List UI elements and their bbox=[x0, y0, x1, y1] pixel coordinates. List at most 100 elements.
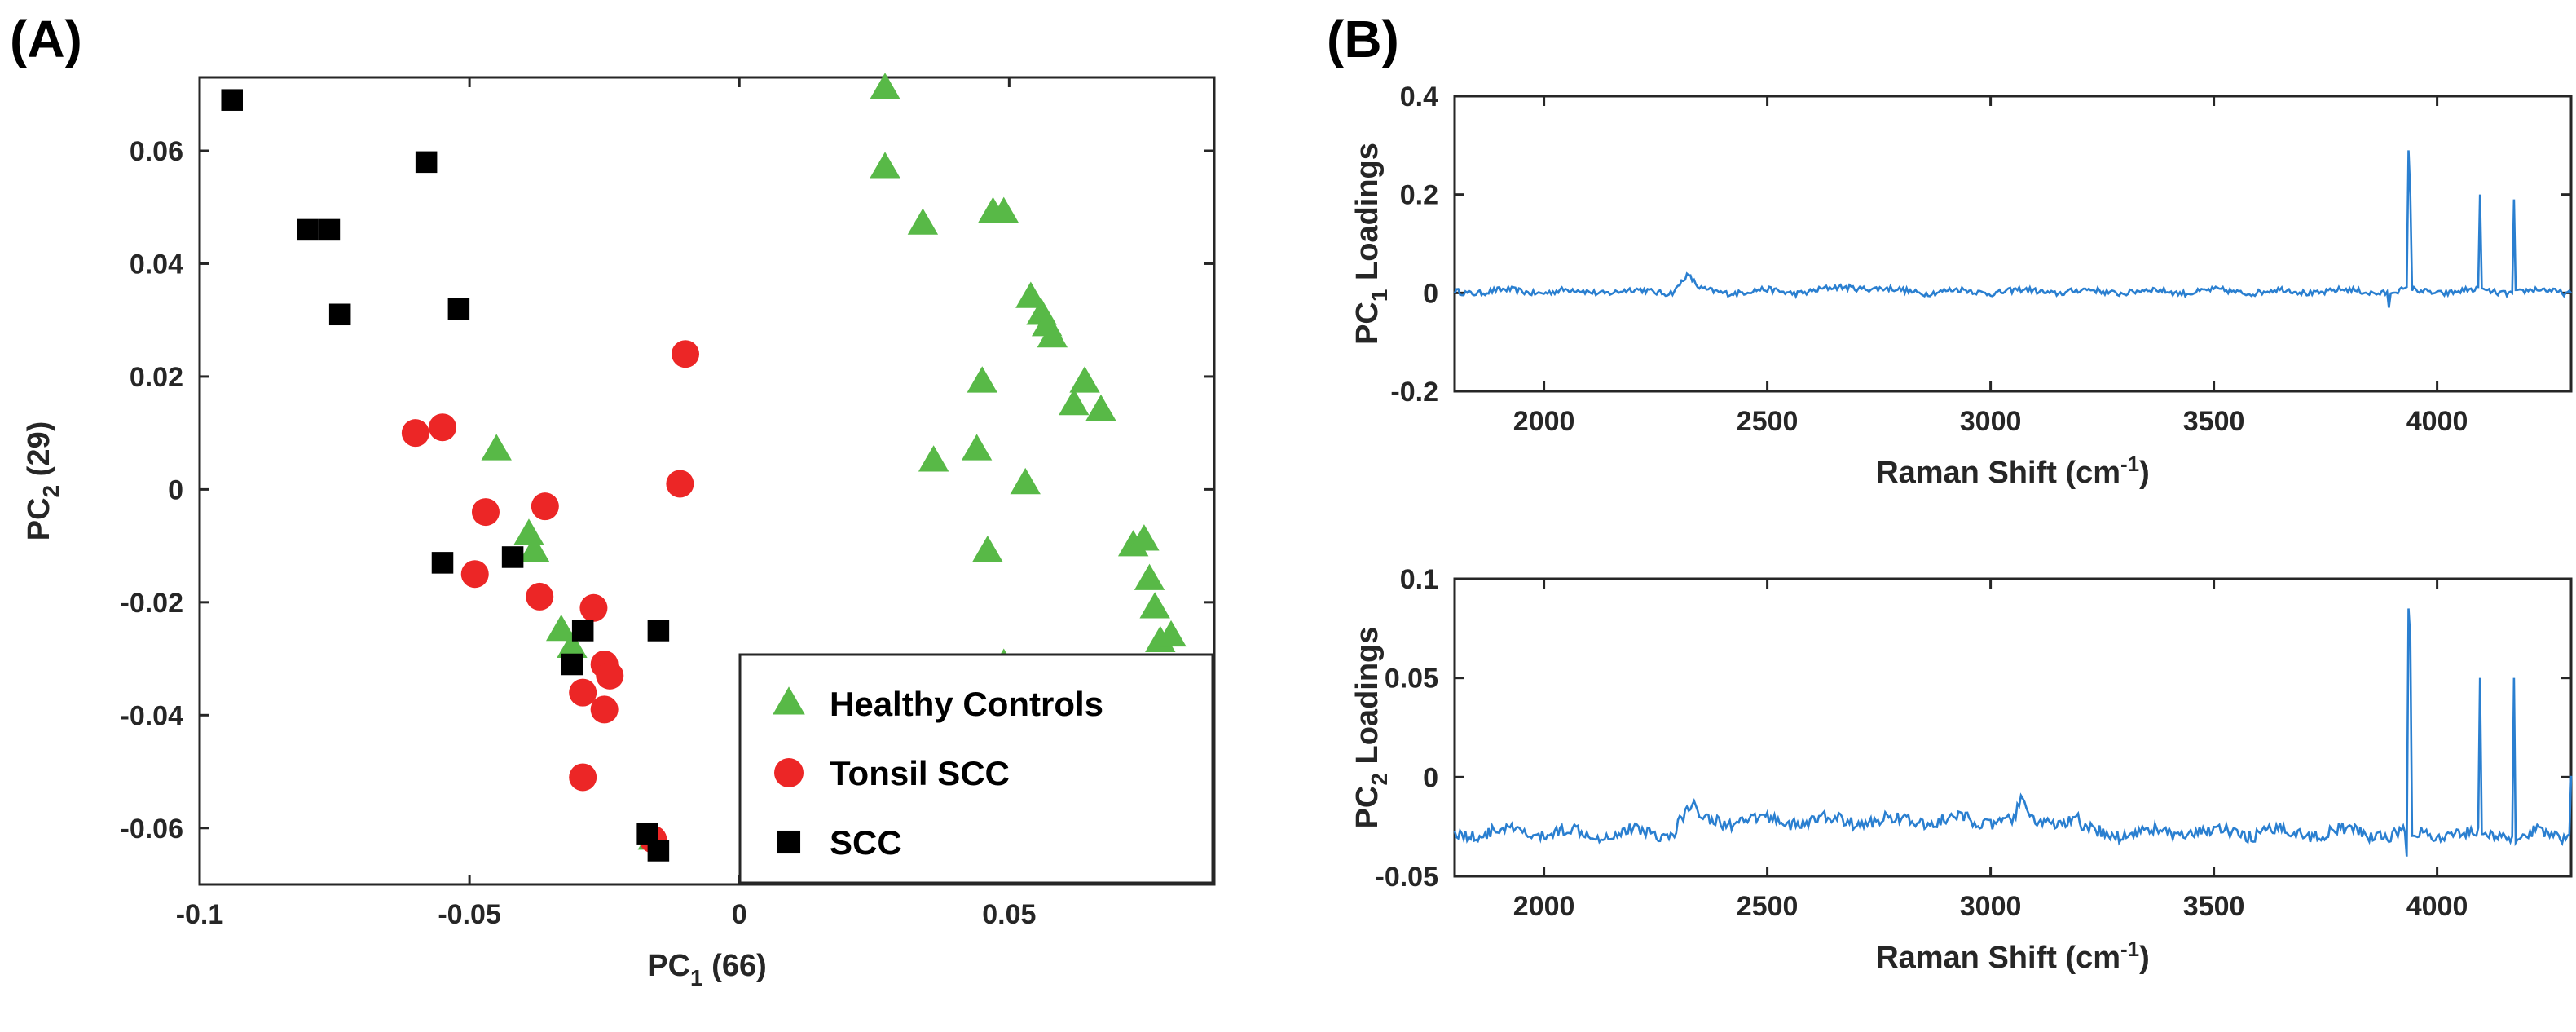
panel-a-ytick-label: -0.02 bbox=[121, 588, 184, 619]
point-triangle bbox=[545, 614, 577, 642]
legend: Healthy Controls Tonsil SCC SCC bbox=[738, 653, 1214, 884]
panel-b-top-spectrum-line bbox=[1453, 150, 2573, 308]
point-circle bbox=[596, 661, 624, 690]
panel-b-top-xtick-label: 2500 bbox=[1737, 406, 1799, 437]
point-circle bbox=[526, 582, 554, 611]
panel-a-xtick-label: -0.1 bbox=[176, 899, 224, 930]
panel-b-bottom-ytick-label: 0.1 bbox=[1400, 564, 1438, 595]
panel-b-top-ytick-label: 0.2 bbox=[1400, 180, 1438, 211]
panel-b-bottom-ylabel: PC2 Loadings bbox=[1350, 627, 1392, 829]
panel-b-top-ytick-label: 0.4 bbox=[1400, 82, 1438, 112]
legend-marker-circle bbox=[774, 758, 804, 787]
point-triangle bbox=[1069, 366, 1100, 393]
legend-marker-triangle bbox=[773, 686, 805, 715]
point-circle bbox=[579, 593, 608, 622]
point-triangle bbox=[557, 631, 588, 658]
point-triangle bbox=[1156, 620, 1187, 647]
point-triangle bbox=[513, 518, 544, 545]
legend-label: Tonsil SCC bbox=[830, 754, 1010, 792]
point-triangle bbox=[1134, 563, 1165, 590]
panel-a-xtick-label: 0 bbox=[732, 899, 747, 930]
point-square bbox=[318, 218, 341, 241]
point-square bbox=[647, 620, 670, 642]
legend-marker-square bbox=[777, 830, 801, 854]
panel-b-bottom-xtick-label: 3500 bbox=[2183, 891, 2245, 922]
panel-b-bottom-plot-frame bbox=[1453, 577, 2573, 878]
point-triangle bbox=[972, 535, 1003, 562]
point-circle bbox=[460, 560, 489, 589]
panel-b-top-line: 2000 2500 3000 3500 4000 -0.2 0 0.2 0.4 Raman Shi… bbox=[1350, 82, 2573, 490]
point-circle bbox=[672, 340, 700, 368]
point-circle bbox=[569, 763, 597, 792]
point-square bbox=[221, 89, 243, 111]
point-triangle bbox=[967, 366, 997, 393]
point-triangle bbox=[870, 152, 900, 179]
panel-b-top-xtick-label: 3000 bbox=[1960, 406, 2022, 437]
panel-b-top-xtick-label: 2000 bbox=[1513, 406, 1575, 437]
panel-b-bottom-ytick-label: -0.05 bbox=[1376, 862, 1439, 893]
panel-a-ytick-label: 0.06 bbox=[130, 136, 183, 167]
point-triangle bbox=[518, 535, 550, 562]
panel-a-ytick-label: 0.04 bbox=[130, 249, 183, 280]
point-triangle bbox=[1037, 320, 1068, 348]
point-triangle bbox=[1010, 467, 1041, 495]
panel-b-top-xtick-label: 4000 bbox=[2406, 406, 2468, 437]
panel-a-ylabel: PC2 (29) bbox=[22, 421, 64, 541]
panel-b-bottom-spectrum-line bbox=[1453, 608, 2573, 857]
panel-label-b: (B) bbox=[1327, 10, 1399, 68]
panel-b-top-ytick-label: 0 bbox=[1423, 278, 1438, 309]
point-square bbox=[297, 218, 319, 241]
point-circle bbox=[590, 695, 619, 724]
point-square bbox=[647, 840, 670, 862]
panel-b-bottom-xtick-label: 2000 bbox=[1513, 891, 1575, 922]
panel-a-xtick-label: 0.05 bbox=[982, 899, 1036, 930]
panel-b-bottom-xtick-label: 4000 bbox=[2406, 891, 2468, 922]
panel-b-bottom-xlabel: Raman Shift (cm-1) bbox=[1876, 937, 2150, 975]
point-circle bbox=[531, 492, 559, 521]
panel-b-bottom-xtick-label: 3000 bbox=[1960, 891, 2022, 922]
point-circle bbox=[429, 413, 457, 442]
panel-b-top-plot-frame bbox=[1453, 95, 2573, 393]
point-circle bbox=[569, 678, 597, 707]
panel-b-bottom-xtick-label: 2500 bbox=[1737, 891, 1799, 922]
point-square bbox=[415, 151, 438, 174]
point-triangle bbox=[1015, 281, 1046, 308]
panel-a-ytick-label: 0.02 bbox=[130, 362, 183, 393]
panel-a-xtick-label: -0.05 bbox=[438, 899, 501, 930]
point-triangle bbox=[918, 445, 949, 472]
panel-b-top-ylabel: PC1 Loadings bbox=[1350, 143, 1392, 345]
panel-b-bottom-ytick-label: 0.05 bbox=[1385, 664, 1438, 695]
panel-label-a: (A) bbox=[10, 10, 82, 68]
panel-b-top-ytick-label: -0.2 bbox=[1390, 377, 1438, 408]
panel-a-ytick-label: 0 bbox=[168, 474, 183, 505]
panel-a-scatter: -0.1 -0.05 0 0.05 -0.06 -0.04 -0.02 0 0.02 0.04 0.… bbox=[22, 73, 1216, 990]
panel-a-ytick-label: -0.06 bbox=[121, 814, 184, 845]
legend-label: Healthy Controls bbox=[830, 685, 1103, 723]
point-triangle bbox=[1139, 592, 1170, 619]
point-triangle bbox=[1085, 394, 1116, 421]
point-triangle bbox=[961, 434, 993, 461]
panel-a-ytick-label: -0.04 bbox=[121, 700, 184, 731]
point-triangle bbox=[1059, 388, 1090, 416]
panel-a-xlabel: PC1 (66) bbox=[647, 949, 767, 990]
panel-b-bottom-ytick-label: 0 bbox=[1423, 762, 1438, 793]
legend-label: SCC bbox=[830, 823, 902, 862]
point-square bbox=[328, 303, 351, 326]
point-circle bbox=[666, 470, 694, 498]
point-square bbox=[431, 552, 454, 574]
point-triangle bbox=[989, 196, 1019, 223]
point-triangle bbox=[1129, 524, 1160, 551]
legend-box bbox=[738, 653, 1214, 884]
point-triangle bbox=[481, 434, 512, 461]
point-square bbox=[501, 546, 524, 568]
point-circle bbox=[471, 498, 500, 527]
panel-b-top-xtick-label: 3500 bbox=[2183, 406, 2245, 437]
point-square bbox=[561, 653, 583, 676]
panel-b-top-xlabel: Raman Shift (cm-1) bbox=[1876, 452, 2150, 490]
point-square bbox=[447, 298, 470, 320]
point-square bbox=[571, 620, 594, 642]
point-triangle bbox=[870, 73, 900, 99]
point-triangle bbox=[907, 208, 939, 235]
panel-b-bottom-line: 2000 2500 3000 3500 4000 -0.05 0 0.05 0.1 Raman S… bbox=[1350, 564, 2573, 975]
